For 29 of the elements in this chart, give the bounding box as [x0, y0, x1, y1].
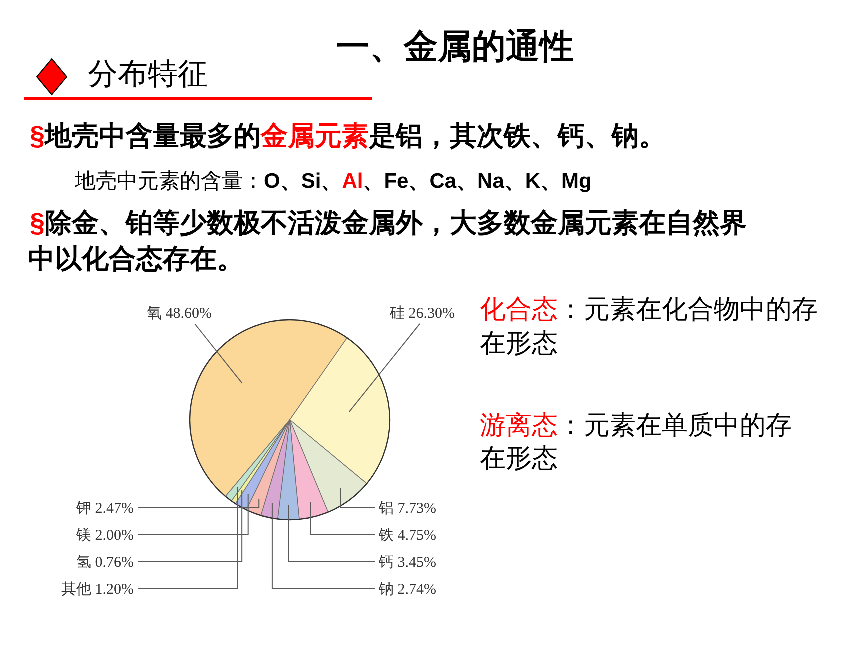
slice-label: 氢 0.76% [76, 555, 134, 571]
slice-label: 镁 2.00% [76, 527, 134, 544]
slice-label: 硅 26.30% [389, 305, 455, 322]
text: Al [342, 170, 364, 193]
slice-label: 钾 2.47% [76, 501, 134, 517]
slice-label: 钠 2.74% [378, 582, 436, 598]
text: 游离态 [480, 410, 558, 440]
text: ：元素在单质中的存 [558, 410, 792, 440]
chart-subtitle: 分布特征 [88, 58, 208, 91]
text: 在形态 [480, 328, 558, 358]
text: 金属元素 [260, 121, 370, 151]
chart-title: 一、金属的通性 [336, 28, 574, 66]
text: 地壳中含量最多的 [44, 121, 262, 151]
text: 化合态 [480, 294, 558, 324]
text: 是铝，其次铁、钙、钠。 [368, 121, 666, 151]
text: ：元素在化合物中的存 [558, 294, 818, 324]
slice-label: 铝 7.73% [378, 501, 436, 517]
text: 在形态 [480, 443, 558, 473]
slice-label: 铁 4.75% [378, 527, 436, 544]
text: § [30, 208, 46, 238]
text: 地壳中元素的含量： [74, 170, 264, 193]
text: 除金、铂等少数极不活泼金属外，大多数金属元素在自然界 [45, 208, 748, 238]
text: 中以化合态存在。 [28, 244, 244, 274]
text: § [30, 121, 46, 151]
slice-label: 氧 48.60% [147, 306, 212, 322]
text: 、Fe、Ca、Na、K、Mg [363, 170, 592, 193]
slice-label: 其他 1.20% [62, 581, 134, 598]
slice-label: 钙 3.45% [378, 555, 436, 571]
text: O、Si、 [264, 170, 342, 193]
